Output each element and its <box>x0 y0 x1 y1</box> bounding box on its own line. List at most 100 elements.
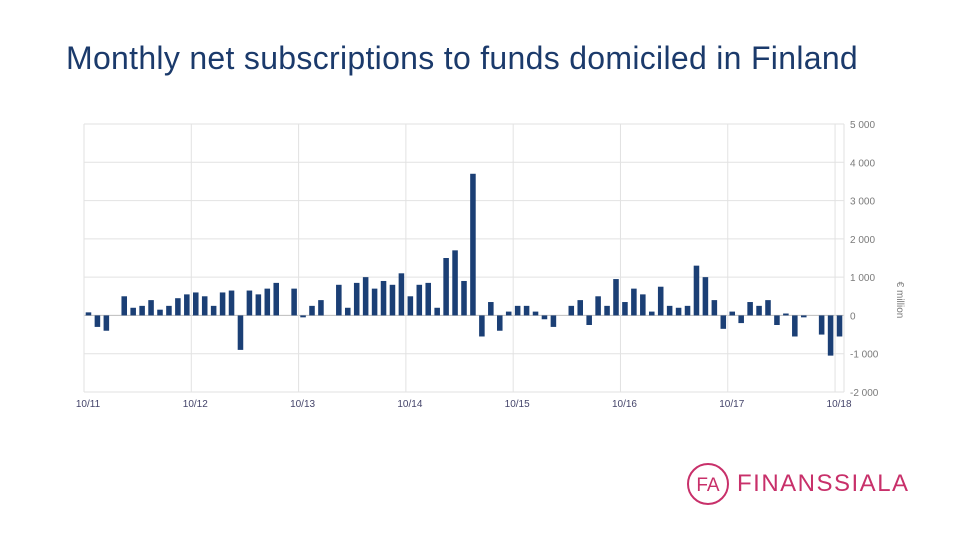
bar <box>425 282 432 316</box>
bar <box>640 294 646 316</box>
bar <box>416 284 423 316</box>
bar <box>827 315 834 356</box>
x-tick-label: 10/16 <box>612 399 637 410</box>
y-tick-label: 1 000 <box>850 273 875 284</box>
bar <box>675 307 682 316</box>
y-tick-label: 2 000 <box>850 235 875 246</box>
y-tick-label: -2 000 <box>850 388 879 399</box>
x-tick-label: 10/17 <box>719 399 744 410</box>
bar <box>488 302 494 316</box>
bar <box>362 277 369 316</box>
bar <box>648 311 655 316</box>
bar <box>568 305 575 316</box>
bar <box>175 298 181 316</box>
bar <box>729 311 736 316</box>
bar <box>300 315 306 318</box>
x-tick-label: 10/12 <box>183 399 208 410</box>
x-tick-label: 10/18 <box>827 399 852 410</box>
bar <box>595 296 601 316</box>
bar <box>479 315 485 337</box>
bar <box>273 282 280 316</box>
bar <box>774 315 780 325</box>
chart-gridlines <box>83 123 845 393</box>
bar <box>470 173 476 316</box>
bar <box>702 277 709 316</box>
bar <box>514 305 521 316</box>
bar <box>577 300 584 316</box>
y-tick-label: 5 000 <box>850 120 875 131</box>
bar <box>496 315 503 331</box>
y-axis-unit-label: € million <box>894 282 905 319</box>
bar <box>792 315 798 337</box>
bar <box>139 305 145 316</box>
bar <box>800 315 807 318</box>
finanssiala-logo: FA FINANSSIALA <box>686 460 910 508</box>
bar <box>586 315 592 325</box>
x-tick-label: 10/13 <box>290 399 315 410</box>
bar <box>121 296 128 316</box>
bar <box>380 280 387 316</box>
bar <box>344 307 351 316</box>
bar <box>461 280 467 316</box>
bar <box>631 288 637 316</box>
bar <box>541 315 548 320</box>
bar <box>166 305 172 316</box>
bar <box>309 305 315 316</box>
bar <box>130 307 136 316</box>
bar <box>255 294 262 316</box>
bar <box>291 288 297 316</box>
bar <box>157 309 163 316</box>
bar <box>666 305 673 316</box>
bar <box>103 315 110 331</box>
y-tick-label: -1 000 <box>850 350 879 361</box>
bar <box>398 273 405 316</box>
bar <box>407 296 414 316</box>
bar <box>353 282 360 316</box>
y-axis-ticks: 5 000 4 000 3 000 2 000 1 000 0 -1 000 -2 000 <box>850 120 879 399</box>
bar <box>747 302 753 316</box>
bar <box>684 305 691 316</box>
bar <box>201 296 208 316</box>
bar <box>192 292 199 316</box>
bar <box>720 315 727 329</box>
bar <box>443 258 449 316</box>
bar <box>318 300 324 316</box>
bar <box>228 290 235 316</box>
x-tick-label: 10/14 <box>397 399 422 410</box>
bar <box>765 300 771 316</box>
finanssiala-logo-mark-icon: FA <box>687 463 729 505</box>
bar <box>219 292 226 316</box>
x-tick-label: 10/11 <box>76 399 101 410</box>
bar <box>264 288 271 316</box>
bar <box>336 284 342 316</box>
bar <box>246 290 253 316</box>
bar <box>604 305 610 316</box>
chart-title: Monthly net subscriptions to funds domic… <box>66 40 859 76</box>
y-tick-label: 3 000 <box>850 197 875 208</box>
logo-name: FINANSSIALA <box>737 470 910 497</box>
bar <box>148 300 154 316</box>
bar <box>711 300 718 316</box>
bar <box>738 315 744 324</box>
bar <box>184 294 190 316</box>
bar <box>818 315 825 335</box>
bar <box>389 284 396 316</box>
bar <box>693 265 700 316</box>
bar <box>94 315 101 327</box>
bar <box>622 302 628 316</box>
bar <box>452 250 458 316</box>
bar <box>613 279 619 316</box>
y-tick-label: 4 000 <box>850 158 875 169</box>
bar <box>237 315 244 350</box>
bar <box>532 311 539 316</box>
bar <box>434 307 440 316</box>
bar <box>657 286 664 316</box>
bar <box>371 288 378 316</box>
bar <box>85 312 92 316</box>
chart-bars <box>85 173 843 356</box>
bar <box>210 305 217 316</box>
logo-mark-text: FA <box>696 475 720 496</box>
bar <box>505 311 512 316</box>
bar <box>783 313 789 316</box>
